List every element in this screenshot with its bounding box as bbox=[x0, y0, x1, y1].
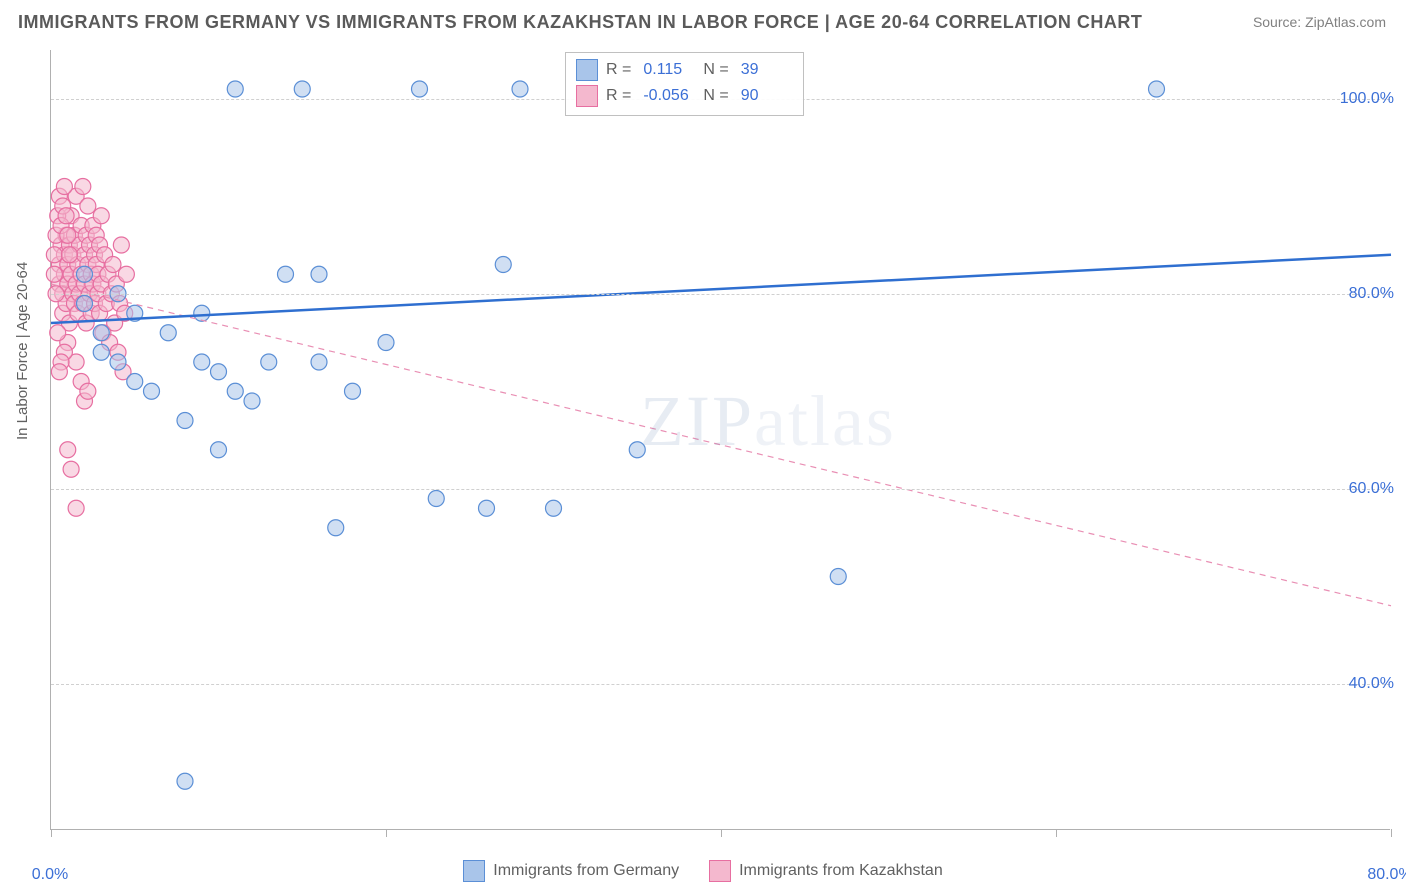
plot-area bbox=[50, 50, 1390, 830]
scatter-point bbox=[118, 266, 134, 282]
scatter-point bbox=[110, 354, 126, 370]
scatter-point bbox=[546, 500, 562, 516]
scatter-point bbox=[278, 266, 294, 282]
correlation-chart: IMMIGRANTS FROM GERMANY VS IMMIGRANTS FR… bbox=[0, 0, 1406, 892]
scatter-point bbox=[68, 500, 84, 516]
x-tick bbox=[386, 829, 387, 837]
series-legend-germany: Immigrants from Germany bbox=[463, 860, 679, 882]
scatter-point bbox=[211, 442, 227, 458]
scatter-point bbox=[261, 354, 277, 370]
scatter-point bbox=[227, 81, 243, 97]
scatter-point bbox=[294, 81, 310, 97]
plot-svg bbox=[51, 50, 1390, 829]
scatter-point bbox=[144, 383, 160, 399]
y-axis-label: In Labor Force | Age 20-64 bbox=[14, 262, 31, 440]
scatter-point bbox=[211, 364, 227, 380]
source-attribution: Source: ZipAtlas.com bbox=[1253, 14, 1386, 30]
x-tick bbox=[721, 829, 722, 837]
scatter-point bbox=[77, 296, 93, 312]
legend-row-germany: R = 0.115 N = 39 bbox=[576, 57, 793, 83]
scatter-point bbox=[378, 335, 394, 351]
x-tick-label: 80.0% bbox=[1367, 866, 1406, 884]
series-label-germany: Immigrants from Germany bbox=[493, 862, 679, 880]
scatter-point bbox=[428, 491, 444, 507]
scatter-point bbox=[51, 364, 67, 380]
scatter-point bbox=[479, 500, 495, 516]
scatter-point bbox=[227, 383, 243, 399]
scatter-point bbox=[50, 325, 66, 341]
scatter-point bbox=[194, 354, 210, 370]
scatter-point bbox=[830, 569, 846, 585]
series-legend-kazakhstan: Immigrants from Kazakhstan bbox=[709, 860, 943, 882]
series-swatch-kazakhstan bbox=[709, 860, 731, 882]
scatter-point bbox=[93, 344, 109, 360]
scatter-point bbox=[77, 266, 93, 282]
legend-r-label: R = bbox=[606, 87, 631, 105]
y-tick-label: 60.0% bbox=[1349, 480, 1394, 498]
y-tick-label: 40.0% bbox=[1349, 675, 1394, 693]
legend-r-value-germany: 0.115 bbox=[643, 61, 695, 79]
legend-n-value-germany: 39 bbox=[741, 61, 793, 79]
gridline bbox=[51, 489, 1390, 490]
legend-n-label: N = bbox=[703, 61, 728, 79]
scatter-point bbox=[46, 247, 62, 263]
legend-swatch-germany bbox=[576, 59, 598, 81]
scatter-point bbox=[56, 179, 72, 195]
scatter-point bbox=[58, 208, 74, 224]
trend-line bbox=[51, 255, 1391, 323]
scatter-point bbox=[495, 257, 511, 273]
scatter-point bbox=[512, 81, 528, 97]
scatter-point bbox=[93, 325, 109, 341]
x-tick-label: 0.0% bbox=[32, 866, 68, 884]
trend-line bbox=[51, 284, 1391, 606]
scatter-point bbox=[63, 461, 79, 477]
gridline bbox=[51, 684, 1390, 685]
legend-n-label: N = bbox=[703, 87, 728, 105]
legend-n-value-kazakhstan: 90 bbox=[741, 87, 793, 105]
scatter-point bbox=[177, 773, 193, 789]
chart-title: IMMIGRANTS FROM GERMANY VS IMMIGRANTS FR… bbox=[18, 12, 1142, 33]
series-swatch-germany bbox=[463, 860, 485, 882]
scatter-point bbox=[244, 393, 260, 409]
scatter-point bbox=[160, 325, 176, 341]
scatter-point bbox=[105, 257, 121, 273]
scatter-point bbox=[61, 247, 77, 263]
scatter-point bbox=[75, 179, 91, 195]
scatter-point bbox=[311, 266, 327, 282]
y-tick-label: 80.0% bbox=[1349, 285, 1394, 303]
correlation-legend: R = 0.115 N = 39 R = -0.056 N = 90 bbox=[565, 52, 804, 116]
y-tick-label: 100.0% bbox=[1340, 90, 1394, 108]
scatter-point bbox=[194, 305, 210, 321]
scatter-point bbox=[177, 413, 193, 429]
scatter-point bbox=[1149, 81, 1165, 97]
legend-swatch-kazakhstan bbox=[576, 85, 598, 107]
scatter-point bbox=[345, 383, 361, 399]
scatter-point bbox=[127, 374, 143, 390]
scatter-point bbox=[328, 520, 344, 536]
series-label-kazakhstan: Immigrants from Kazakhstan bbox=[739, 862, 943, 880]
scatter-point bbox=[93, 208, 109, 224]
x-tick bbox=[1056, 829, 1057, 837]
scatter-point bbox=[46, 266, 62, 282]
scatter-point bbox=[412, 81, 428, 97]
series-legend: Immigrants from Germany Immigrants from … bbox=[0, 860, 1406, 882]
scatter-point bbox=[629, 442, 645, 458]
legend-row-kazakhstan: R = -0.056 N = 90 bbox=[576, 83, 793, 109]
scatter-point bbox=[113, 237, 129, 253]
x-tick bbox=[1391, 829, 1392, 837]
scatter-point bbox=[60, 442, 76, 458]
scatter-point bbox=[80, 383, 96, 399]
scatter-point bbox=[60, 227, 76, 243]
gridline bbox=[51, 294, 1390, 295]
legend-r-value-kazakhstan: -0.056 bbox=[643, 87, 695, 105]
x-tick bbox=[51, 829, 52, 837]
scatter-point bbox=[311, 354, 327, 370]
legend-r-label: R = bbox=[606, 61, 631, 79]
scatter-point bbox=[80, 198, 96, 214]
